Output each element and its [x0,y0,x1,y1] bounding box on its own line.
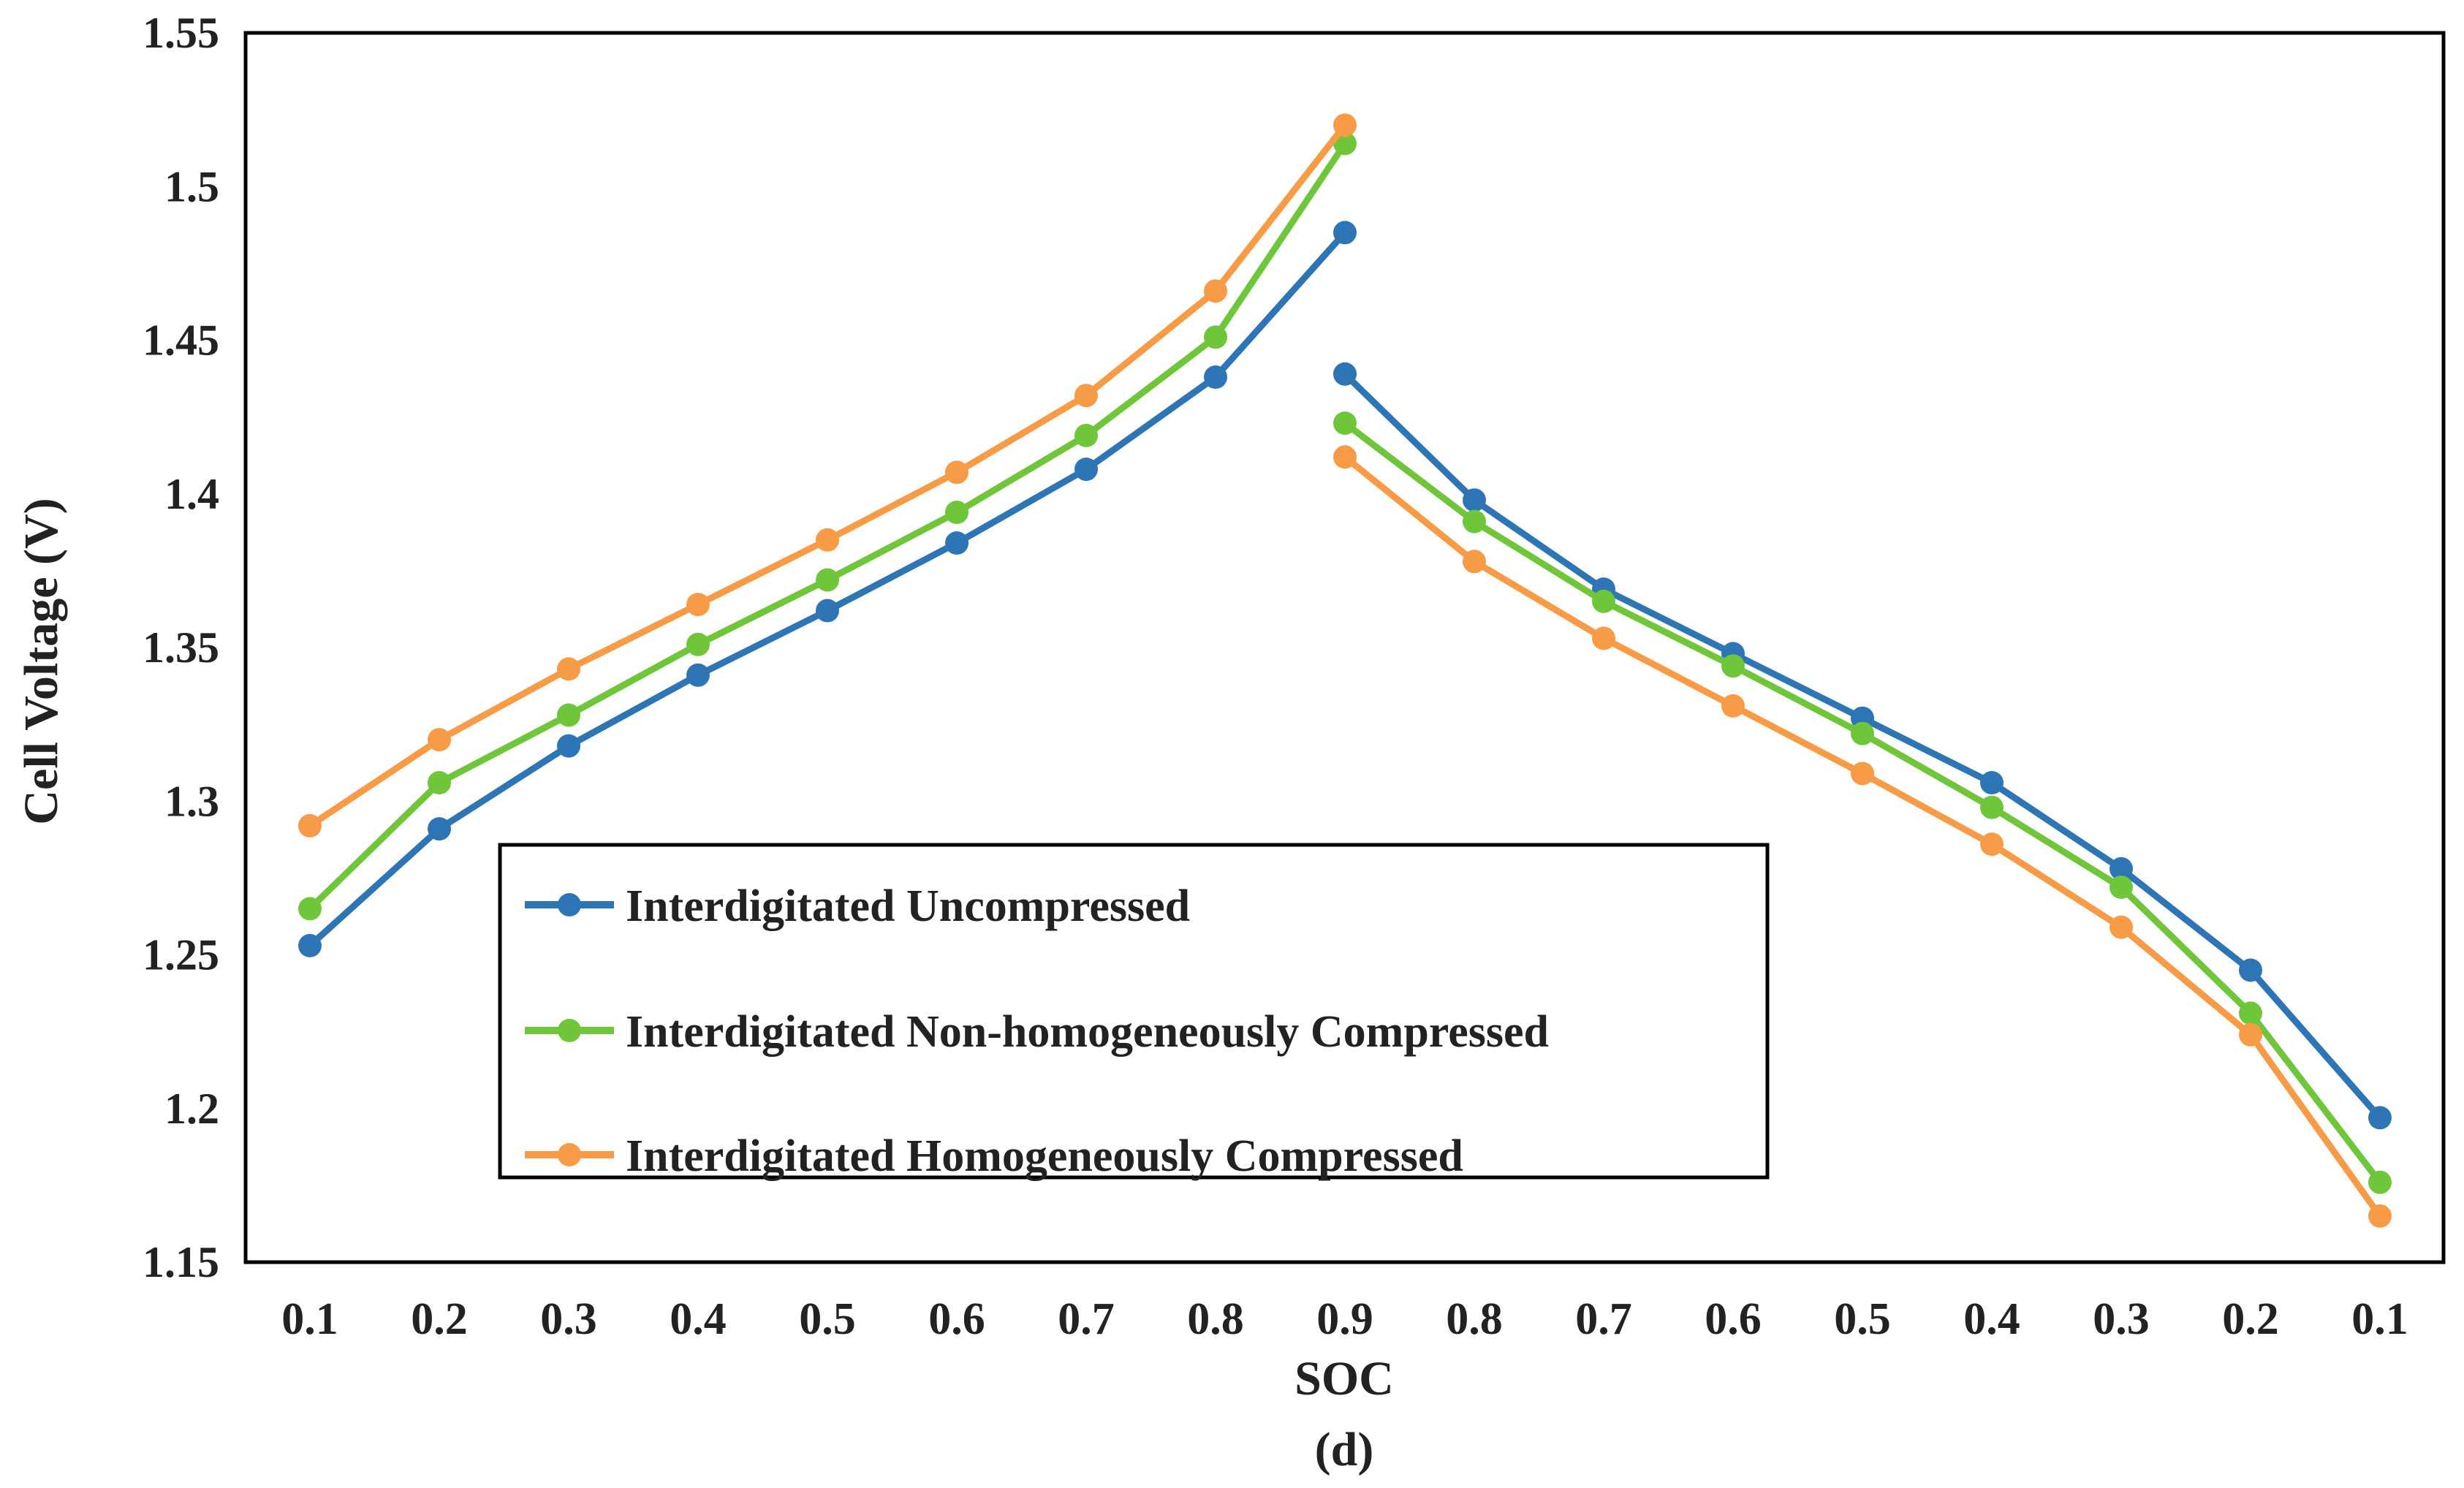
x-tick-label: 0.6 [928,1294,985,1344]
series-3-point [1333,113,1357,137]
x-tick-label: 0.7 [1575,1294,1632,1344]
series-3-point [1851,762,1874,786]
series-3-point [945,460,968,485]
series-3-point [1074,384,1098,408]
series-2-point [1074,423,1098,447]
series-1-point [298,933,322,957]
series-1-point [945,531,968,555]
plot-frame [243,31,2446,1264]
series-3-point [1980,832,2004,857]
series-1-point [1204,365,1227,389]
series-1-point [2239,958,2262,982]
x-tick-label: 0.6 [1705,1294,1762,1344]
series-3-point [1204,279,1227,303]
series-1-point [1980,771,2004,794]
series-2-charge-line [307,141,1348,911]
series-3-point [1463,550,1486,574]
series-3-point [2239,1022,2262,1047]
series-2-point [2109,876,2133,899]
series-2 [298,132,2392,1194]
legend-marker-uncompressed [558,893,581,916]
series-3-point [816,528,839,552]
series-2-point [1592,589,1615,613]
x-axis-title: SOC [1294,1352,1394,1405]
legend-entry-homogeneous: Interdigitated Homogeneously Compressed [525,1131,1463,1181]
x-tick-label: 0.4 [670,1294,727,1344]
series-2-point [2368,1170,2392,1194]
series-3-point [686,593,710,617]
legend-label-uncompressed: Interdigitated Uncompressed [626,881,1190,931]
series-layer [298,113,2392,1228]
series-3-point [1333,445,1357,469]
series-3-point [1592,626,1615,650]
x-axis-ticks: 0.1 0.2 0.3 0.4 0.5 0.6 0.7 0.8 0.9 0.8 0.7 0.6 0.5 0… [281,1294,2408,1344]
series-2-point [428,771,451,794]
series-2-point [2239,1001,2262,1025]
x-tick-label: 0.8 [1187,1294,1244,1344]
y-axis-title: Cell Voltage (V) [15,498,68,824]
series-1-point [686,663,710,687]
series-3-point [557,657,580,681]
x-tick-label: 0.8 [1446,1294,1503,1344]
series-3-point [2109,915,2133,939]
x-tick-label: 0.3 [540,1294,597,1344]
x-tick-label: 0.1 [281,1294,338,1344]
series-2-point [1851,721,1874,745]
y-tick-label: 1.3 [164,777,219,825]
series-1-point [1463,488,1486,512]
series-2-point [557,703,580,727]
series-1-point [1333,362,1357,386]
x-tick-label: 0.2 [2222,1294,2279,1344]
x-tick-label: 0.2 [411,1294,468,1344]
series-3-point [298,813,322,838]
x-tick-label: 0.5 [799,1294,856,1344]
series-3-point [428,728,451,752]
series-2-point [1721,654,1745,678]
series-3-point [1721,694,1745,718]
legend-label-homogeneous: Interdigitated Homogeneously Compressed [626,1131,1463,1181]
y-tick-label: 1.45 [143,316,219,365]
series-2-point [1463,509,1486,534]
x-tick-label: 0.3 [2093,1294,2150,1344]
series-1-point [1333,221,1357,245]
x-tick-label: 0.1 [2351,1294,2408,1344]
y-axis-ticks: 1.15 1.2 1.25 1.3 1.35 1.4 1.45 1.5 1.55 [143,9,219,1286]
y-tick-label: 1.15 [143,1238,219,1286]
series-1-point [428,817,451,841]
series-1-point [2368,1106,2392,1130]
series-2-point [816,568,839,592]
series-2-point [298,897,322,921]
series-1-point [557,734,580,758]
x-tick-label: 0.4 [1963,1294,2020,1344]
y-tick-label: 1.35 [143,623,219,672]
y-tick-label: 1.25 [143,931,219,979]
y-tick-label: 1.2 [164,1085,219,1133]
figure-caption: (d) [1315,1423,1374,1476]
y-tick-label: 1.55 [143,9,219,57]
series-3-charge-line [308,123,1348,829]
series-3-point [2368,1204,2392,1228]
legend: Interdigitated Uncompressed Interdigitat… [498,843,1770,1181]
series-2-point [1980,795,2004,819]
legend-entry-uncompressed: Interdigitated Uncompressed [525,881,1190,931]
y-tick-label: 1.4 [164,470,219,518]
series-1-point [2109,857,2133,881]
x-tick-label: 0.5 [1834,1294,1891,1344]
legend-label-non-homogeneous: Interdigitated Non-homogeneously Compres… [626,1007,1549,1057]
x-tick-label: 0.7 [1058,1294,1115,1344]
series-1-point [816,599,839,623]
series-2-point [686,632,710,656]
legend-box [498,843,1770,1180]
series-1-point [1074,458,1098,482]
series-2-point [1204,325,1227,349]
x-tick-label: 0.9 [1316,1294,1373,1344]
legend-marker-non-homogeneous [558,1019,581,1042]
y-tick-label: 1.5 [164,162,219,210]
series-3 [298,113,2392,1228]
series-2-point [1333,411,1357,435]
legend-entry-non-homogeneous: Interdigitated Non-homogeneously Compres… [525,1007,1549,1057]
legend-marker-homogeneous [558,1143,581,1166]
series-2-point [945,501,968,524]
